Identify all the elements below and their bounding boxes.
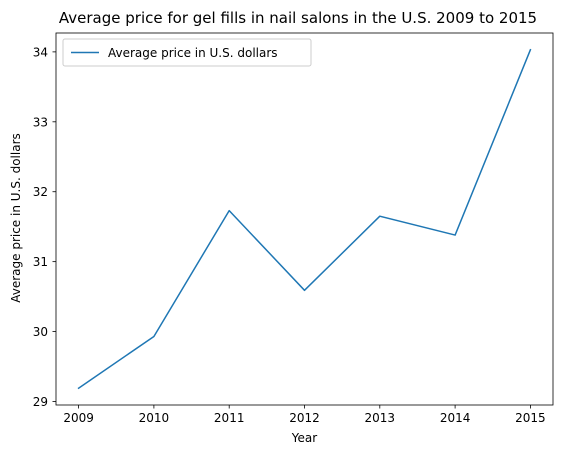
y-tick-label: 29: [33, 395, 48, 409]
x-tick-label: 2012: [289, 411, 320, 425]
legend: Average price in U.S. dollars: [62, 38, 312, 67]
x-tick-label: 2014: [440, 411, 471, 425]
y-axis-ticks: 29 30 31 32 33 34: [33, 45, 56, 409]
x-tick-label: 2015: [515, 411, 546, 425]
y-tick-label: 30: [33, 325, 48, 339]
y-axis-label: Average price in U.S. dollars: [9, 133, 23, 303]
x-tick-label: 2013: [365, 411, 396, 425]
legend-label: Average price in U.S. dollars: [108, 46, 278, 60]
y-tick-label: 31: [33, 255, 48, 269]
y-tick-label: 32: [33, 185, 48, 199]
plot-area: 2009 2010 2011 2012 2013 2014 2015 29 30 31 32 33 3…: [33, 32, 554, 425]
x-tick-label: 2010: [139, 411, 170, 425]
series-layer: [77, 48, 532, 390]
legend-box: [62, 38, 312, 67]
y-tick-label: 34: [33, 45, 48, 59]
x-tick-label: 2009: [63, 411, 94, 425]
chart-title: Average price for gel fills in nail salo…: [59, 9, 537, 27]
y-tick-label: 33: [33, 115, 48, 129]
x-axis-ticks: 2009 2010 2011 2012 2013 2014 2015: [63, 405, 546, 425]
x-tick-label: 2011: [214, 411, 245, 425]
x-axis-label: Year: [291, 431, 317, 445]
